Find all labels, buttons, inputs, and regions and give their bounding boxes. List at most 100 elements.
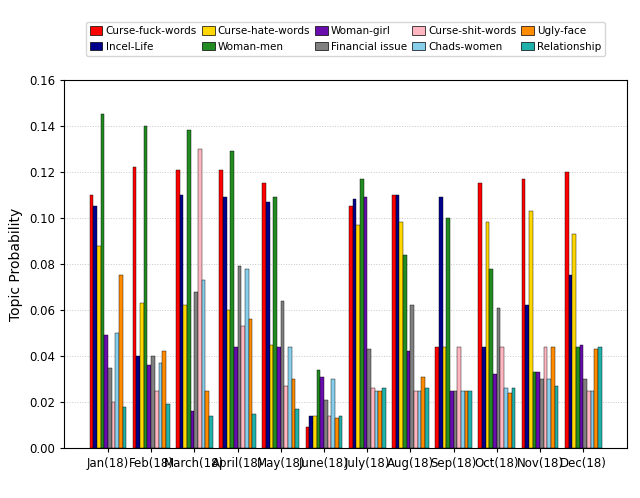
Legend: Curse-fuck-words, Incel-Life, Curse-hate-words, Woman-men, Woman-girl, Financial: Curse-fuck-words, Incel-Life, Curse-hate… [86, 22, 605, 56]
Bar [544, 347, 547, 448]
Bar [555, 386, 558, 448]
Bar [382, 388, 385, 448]
Bar [572, 234, 576, 448]
Bar [104, 335, 108, 448]
Bar [371, 388, 374, 448]
Bar [100, 114, 104, 448]
Bar [360, 179, 364, 448]
Bar [223, 197, 227, 448]
Bar [568, 275, 572, 448]
Bar [565, 172, 568, 448]
Bar [115, 333, 119, 448]
Bar [237, 266, 241, 448]
Bar [551, 347, 555, 448]
Bar [108, 368, 111, 448]
Bar [421, 377, 425, 448]
Bar [136, 356, 140, 448]
Bar [458, 347, 461, 448]
Bar [454, 390, 458, 448]
Bar [270, 345, 273, 448]
Bar [580, 345, 583, 448]
Bar [364, 197, 367, 448]
Bar [446, 218, 450, 448]
Bar [465, 390, 468, 448]
Bar [273, 197, 277, 448]
Bar [205, 390, 209, 448]
Bar [540, 379, 544, 448]
Bar [147, 366, 151, 448]
Bar [479, 183, 482, 448]
Bar [202, 280, 205, 448]
Bar [482, 347, 486, 448]
Bar [284, 386, 288, 448]
Bar [356, 225, 360, 448]
Bar [493, 374, 497, 448]
Bar [296, 409, 299, 448]
Bar [93, 206, 97, 448]
Bar [547, 379, 551, 448]
Bar [227, 310, 230, 448]
Bar [277, 347, 281, 448]
Bar [328, 416, 332, 448]
Bar [288, 347, 292, 448]
Bar [583, 379, 587, 448]
Bar [399, 223, 403, 448]
Bar [396, 195, 399, 448]
Bar [587, 390, 591, 448]
Bar [486, 223, 490, 448]
Bar [306, 427, 309, 448]
Bar [511, 388, 515, 448]
Bar [123, 407, 126, 448]
Bar [317, 370, 321, 448]
Bar [339, 416, 342, 448]
Bar [508, 393, 511, 448]
Bar [439, 197, 443, 448]
Bar [425, 388, 429, 448]
Bar [119, 275, 123, 448]
Bar [324, 400, 328, 448]
Bar [176, 169, 180, 448]
Bar [598, 347, 602, 448]
Bar [313, 416, 317, 448]
Bar [281, 301, 284, 448]
Bar [321, 377, 324, 448]
Bar [90, 195, 93, 448]
Bar [349, 206, 353, 448]
Bar [407, 352, 410, 448]
Bar [595, 349, 598, 448]
Bar [111, 402, 115, 448]
Bar [374, 390, 378, 448]
Bar [220, 169, 223, 448]
Bar [183, 305, 187, 448]
Bar [159, 363, 162, 448]
Bar [410, 305, 414, 448]
Bar [198, 149, 202, 448]
Bar [378, 390, 382, 448]
Bar [144, 125, 147, 448]
Bar [525, 305, 529, 448]
Bar [536, 372, 540, 448]
Bar [252, 414, 256, 448]
Bar [166, 404, 170, 448]
Bar [140, 303, 144, 448]
Bar [155, 390, 159, 448]
Bar [367, 349, 371, 448]
Bar [497, 308, 500, 448]
Bar [97, 246, 100, 448]
Bar [187, 130, 191, 448]
Bar [500, 347, 504, 448]
Bar [151, 356, 155, 448]
Bar [332, 379, 335, 448]
Bar [234, 347, 237, 448]
Bar [162, 352, 166, 448]
Bar [529, 211, 532, 448]
Bar [504, 388, 508, 448]
Y-axis label: Topic Probability: Topic Probability [10, 207, 23, 321]
Bar [195, 291, 198, 448]
Bar [180, 195, 183, 448]
Bar [335, 418, 339, 448]
Bar [353, 199, 356, 448]
Bar [468, 390, 472, 448]
Bar [532, 372, 536, 448]
Bar [248, 319, 252, 448]
